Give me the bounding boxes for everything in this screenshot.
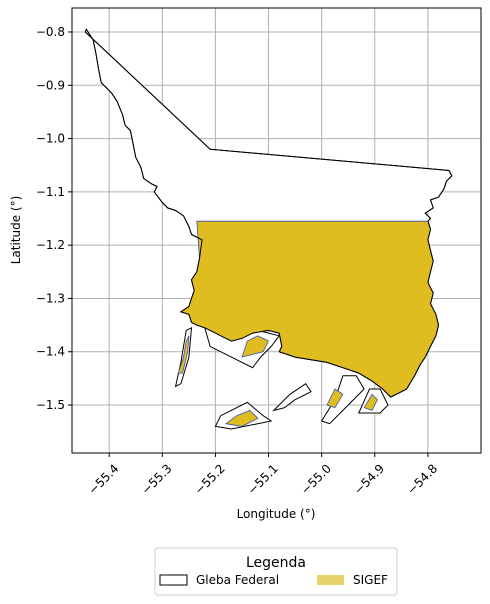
sigef-polygon-4 [326,388,344,409]
sigef-polygon-0 [179,220,439,398]
axes-frame [71,7,482,454]
y-axis-label: Latitude (°) [9,196,23,265]
y-tick-label-5: −1.3 [36,291,65,305]
x-tick-label-6: −54.8 [404,461,440,497]
map-layers [84,28,453,430]
x-tick-label-0: −55.4 [86,461,122,497]
gleba-parcel-4 [320,375,365,425]
gleba-boundary-line [84,28,453,398]
y-tick-label-6: −1.4 [36,345,65,359]
gleba-parcel-3 [272,383,312,412]
sigef-polygon-3 [225,409,259,427]
x-tick-label-3: −55.1 [245,461,281,497]
sigef-polygon-1 [177,335,190,374]
sigef-polygon-2 [241,335,270,358]
x-axis-ticks: −55.4 −55.3 −55.2 −55.1 −55.0 −54.9 −54.8 [86,453,440,497]
x-tick-label-4: −55.0 [298,461,334,497]
y-tick-label-4: −1.2 [36,238,65,252]
legend-title: Legenda [246,555,306,571]
x-tick-label-2: −55.2 [192,461,228,497]
y-tick-label-1: −0.9 [36,78,65,92]
y-tick-label-2: −1.0 [36,132,65,146]
x-tick-label-5: −54.9 [351,461,387,497]
y-tick-label-7: −1.5 [36,398,65,412]
sigef-polygon-5 [363,393,378,411]
legend-swatch-gleba [159,574,188,586]
y-tick-label-3: −1.1 [36,185,65,199]
x-tick-label-1: −55.3 [139,461,175,497]
legend-swatch-sigef [317,575,344,585]
y-tick-label-0: −0.8 [36,25,65,39]
y-axis-ticks: −0.8 −0.9 −1.0 −1.1 −1.2 −1.3 −1.4 −1.5 [36,25,72,412]
legend-label-sigef: SIGEF [353,573,388,587]
x-axis-label: Longitude (°) [237,507,316,521]
legend-label-gleba: Gleba Federal [196,573,279,587]
legend: Legenda Gleba Federal SIGEF [154,547,398,596]
